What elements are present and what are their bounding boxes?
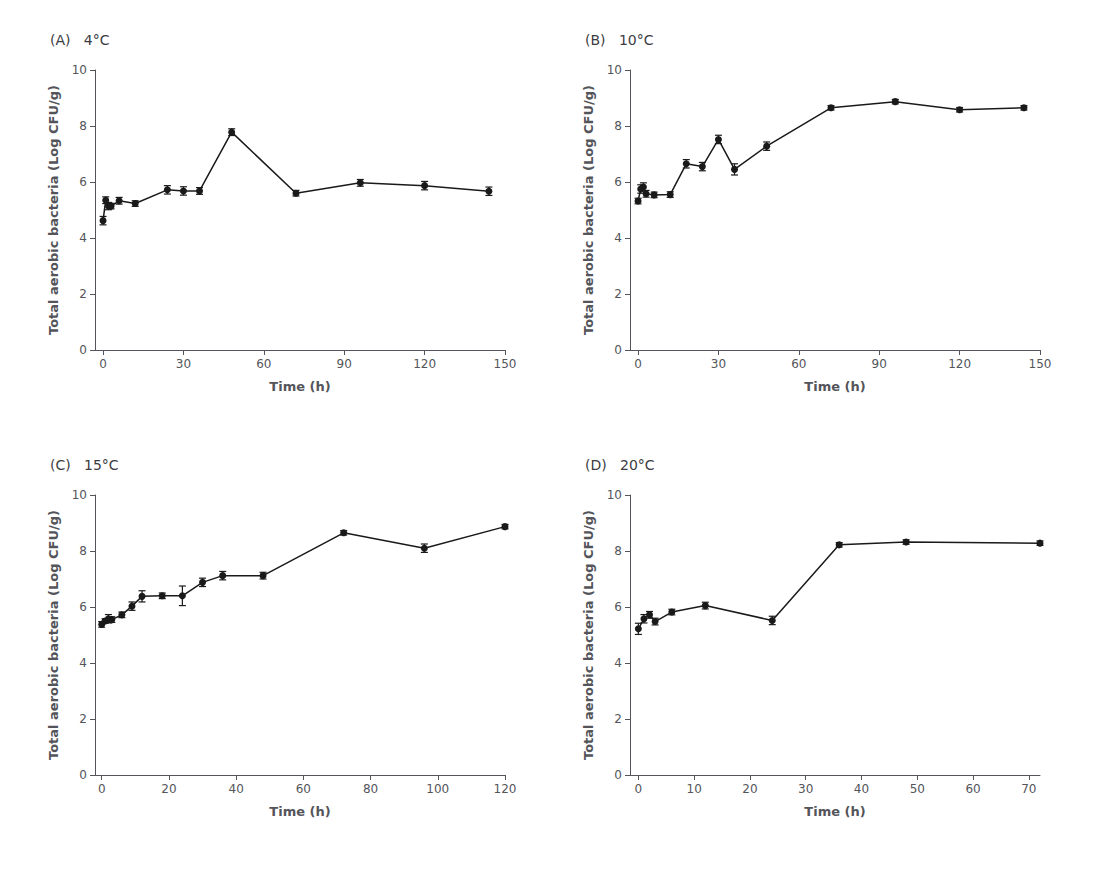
- svg-text:0: 0: [99, 357, 107, 371]
- svg-text:90: 90: [337, 357, 352, 371]
- svg-text:80: 80: [363, 782, 378, 796]
- svg-text:4: 4: [614, 656, 622, 670]
- svg-text:0: 0: [614, 768, 622, 782]
- svg-text:6: 6: [79, 175, 87, 189]
- svg-text:40: 40: [229, 782, 244, 796]
- svg-text:(A) 4°C: (A) 4°C: [50, 32, 110, 48]
- svg-text:60: 60: [296, 782, 311, 796]
- svg-text:120: 120: [948, 357, 971, 371]
- svg-text:6: 6: [79, 600, 87, 614]
- svg-text:(C) 15°C: (C) 15°C: [50, 457, 119, 473]
- svg-text:Total aerobic bacteria (Log CF: Total aerobic bacteria (Log CFU/g): [46, 85, 61, 335]
- svg-text:60: 60: [791, 357, 806, 371]
- svg-text:0: 0: [98, 782, 106, 796]
- svg-text:10: 10: [607, 63, 622, 77]
- svg-text:0: 0: [614, 343, 622, 357]
- svg-text:120: 120: [413, 357, 436, 371]
- svg-text:8: 8: [79, 544, 87, 558]
- svg-text:60: 60: [256, 357, 271, 371]
- svg-text:0: 0: [634, 357, 642, 371]
- svg-text:2: 2: [614, 712, 622, 726]
- svg-text:0: 0: [79, 343, 87, 357]
- svg-text:6: 6: [614, 600, 622, 614]
- svg-text:10: 10: [687, 782, 702, 796]
- svg-text:Total aerobic bacteria (Log CF: Total aerobic bacteria (Log CFU/g): [46, 510, 61, 760]
- svg-text:40: 40: [854, 782, 869, 796]
- svg-text:70: 70: [1021, 782, 1036, 796]
- svg-text:60: 60: [965, 782, 980, 796]
- svg-text:(D) 20°C: (D) 20°C: [585, 457, 655, 473]
- svg-text:20: 20: [161, 782, 176, 796]
- svg-text:2: 2: [79, 287, 87, 301]
- svg-text:10: 10: [607, 488, 622, 502]
- svg-text:10: 10: [72, 63, 87, 77]
- svg-text:30: 30: [798, 782, 813, 796]
- svg-text:120: 120: [494, 782, 517, 796]
- svg-text:30: 30: [176, 357, 191, 371]
- svg-text:4: 4: [79, 231, 87, 245]
- svg-text:8: 8: [79, 119, 87, 133]
- svg-text:30: 30: [711, 357, 726, 371]
- svg-text:2: 2: [79, 712, 87, 726]
- svg-text:90: 90: [872, 357, 887, 371]
- svg-text:Total aerobic bacteria (Log CF: Total aerobic bacteria (Log CFU/g): [581, 510, 596, 760]
- svg-text:(B) 10°C: (B) 10°C: [585, 32, 654, 48]
- svg-text:2: 2: [614, 287, 622, 301]
- svg-text:4: 4: [614, 231, 622, 245]
- svg-text:150: 150: [1029, 357, 1052, 371]
- svg-text:Total aerobic bacteria (Log CF: Total aerobic bacteria (Log CFU/g): [581, 85, 596, 335]
- svg-text:8: 8: [614, 544, 622, 558]
- svg-text:Time (h): Time (h): [269, 804, 330, 819]
- svg-text:6: 6: [614, 175, 622, 189]
- svg-text:0: 0: [635, 782, 643, 796]
- svg-text:150: 150: [494, 357, 517, 371]
- svg-text:Time (h): Time (h): [804, 804, 865, 819]
- svg-text:8: 8: [614, 119, 622, 133]
- svg-text:Time (h): Time (h): [804, 379, 865, 394]
- svg-text:Time (h): Time (h): [269, 379, 330, 394]
- svg-text:10: 10: [72, 488, 87, 502]
- svg-text:50: 50: [910, 782, 925, 796]
- svg-text:20: 20: [742, 782, 757, 796]
- svg-text:0: 0: [79, 768, 87, 782]
- svg-text:4: 4: [79, 656, 87, 670]
- svg-text:100: 100: [426, 782, 449, 796]
